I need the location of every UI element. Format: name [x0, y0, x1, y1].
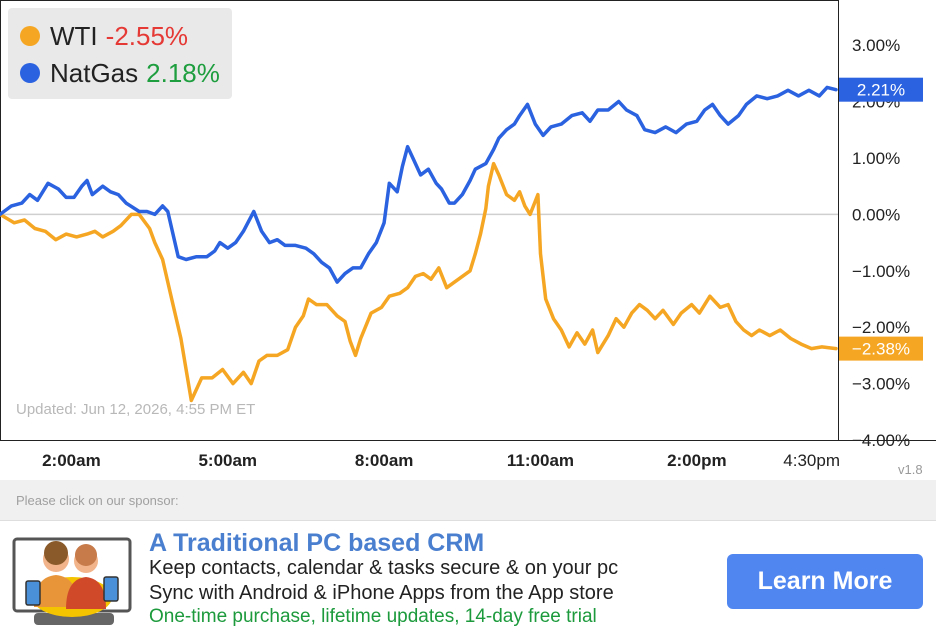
- chart-svg: 3.00%2.00%1.00%0.00%−1.00%−2.00%−3.00%−4…: [0, 0, 936, 470]
- learn-more-button[interactable]: Learn More: [727, 554, 923, 609]
- legend: WTI -2.55% NatGas 2.18%: [8, 8, 232, 99]
- y-tick-label: 0.00%: [852, 205, 900, 224]
- end-value-label: 2.21%: [857, 81, 905, 100]
- x-tick-label: 4:30pm: [783, 451, 840, 470]
- end-value-box: [839, 336, 923, 361]
- legend-item-natgas: NatGas 2.18%: [20, 57, 220, 89]
- crm-users-icon: [12, 537, 132, 625]
- y-tick-label: 1.00%: [852, 149, 900, 168]
- end-value-box: [839, 77, 923, 102]
- legend-change-natgas: 2.18%: [146, 57, 220, 88]
- updated-timestamp: Updated: Jun 12, 2026, 4:55 PM ET: [16, 401, 256, 418]
- x-tick-label: 8:00am: [355, 451, 414, 470]
- legend-name-wti: WTI: [50, 20, 98, 51]
- version-label: v1.8: [898, 462, 923, 477]
- series-line-wti: [0, 161, 838, 403]
- natgas-dot-icon: [20, 63, 40, 83]
- legend-name-natgas: NatGas: [50, 57, 139, 88]
- sponsor-label: Please click on our sponsor:: [16, 493, 179, 508]
- ad-line-3: One-time purchase, lifetime updates, 14-…: [149, 606, 597, 627]
- legend-change-wti: -2.55%: [105, 20, 189, 51]
- chart-area: 3.00% 2.00% 1.00% 0.00% −1.00% −2.00% −3.00% −4…: [0, 0, 936, 477]
- sponsor-ad[interactable]: A Traditional PC based CRM Keep contacts…: [0, 520, 936, 641]
- y-tick-label: −3.00%: [852, 375, 910, 394]
- x-tick-label: 5:00am: [198, 451, 257, 470]
- x-tick-label: 2:00am: [42, 451, 101, 470]
- y-tick-label: −4.00%: [852, 431, 910, 450]
- y-tick-label: −2.00%: [852, 318, 910, 337]
- x-tick-label: 11:00am: [507, 451, 574, 470]
- ad-title[interactable]: A Traditional PC based CRM: [149, 529, 485, 557]
- legend-item-wti: WTI -2.55%: [20, 20, 188, 52]
- wti-dot-icon: [20, 26, 40, 46]
- y-tick-label: 3.00%: [852, 36, 900, 55]
- series-line-natgas: [0, 85, 838, 284]
- y-tick-label: −1.00%: [852, 262, 910, 281]
- ad-line-2: Sync with Android & iPhone Apps from the…: [149, 582, 614, 604]
- end-value-label: −2.38%: [852, 340, 910, 359]
- ad-line-1: Keep contacts, calendar & tasks secure &…: [149, 557, 619, 579]
- x-tick-label: 2:00pm: [667, 451, 727, 470]
